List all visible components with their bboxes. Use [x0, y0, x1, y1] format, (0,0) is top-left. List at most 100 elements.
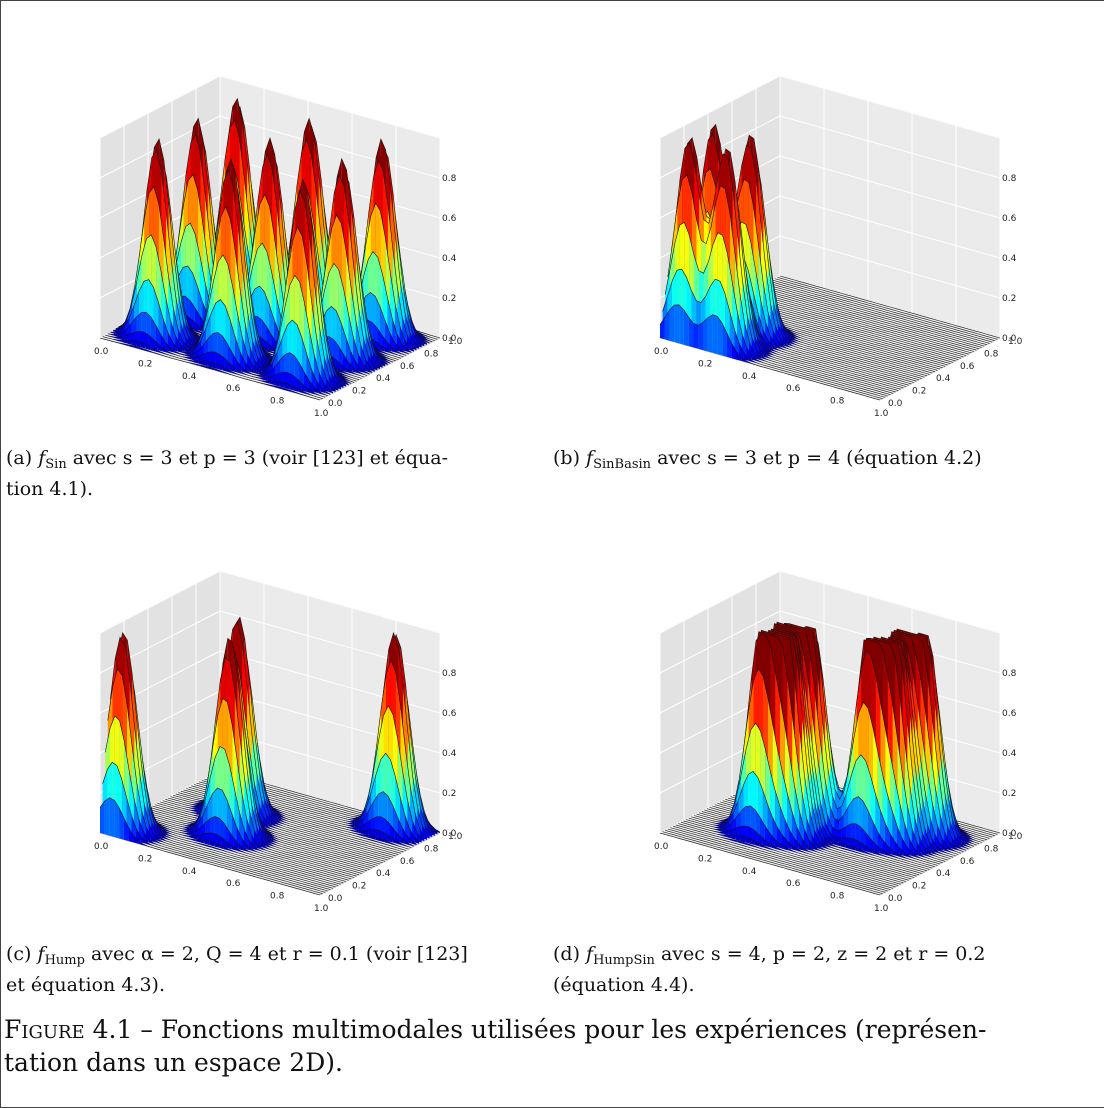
- surface-patch: [170, 347, 175, 353]
- surface-patch: [743, 352, 749, 361]
- surface-patch: [352, 367, 358, 373]
- surface-patch: [150, 346, 156, 352]
- surface: [99, 616, 441, 896]
- mesh-line: [769, 281, 990, 344]
- surface-patch: [712, 314, 718, 355]
- surface-patch: [271, 334, 277, 351]
- mesh-line: [659, 304, 881, 401]
- z-tick-label: 0.0: [442, 334, 457, 344]
- mesh-line: [154, 173, 375, 371]
- y-tick-label: 0.4: [936, 374, 951, 384]
- caption-b-letter: (b): [553, 447, 580, 469]
- surface-patch: [286, 389, 292, 392]
- y-tick-label: 1.0: [448, 337, 463, 347]
- surface-patch: [698, 322, 703, 351]
- surface: [99, 97, 441, 401]
- x-tick-label: 0.4: [742, 372, 757, 382]
- mesh-line: [152, 222, 373, 373]
- z-tick-label: 0.4: [442, 254, 457, 264]
- surface-patch: [270, 381, 275, 386]
- surface-patch: [279, 381, 285, 388]
- grid-line: [219, 75, 441, 139]
- surface-patch: [266, 348, 271, 353]
- caption-b-text: avec s = 3 et p = 4 (équation 4.2): [657, 447, 982, 469]
- x-tick-label: 1.0: [874, 409, 889, 419]
- surface-patch: [379, 344, 385, 352]
- surface-patch: [736, 351, 742, 361]
- surface-patch: [177, 348, 183, 353]
- surface-patch: [268, 344, 274, 352]
- surface-plot-a: 0.00.20.40.60.81.00.00.20.40.60.81.00.00…: [94, 75, 463, 419]
- surface-patch: [277, 386, 282, 390]
- surface-patch: [222, 366, 227, 372]
- ticks: 0.00.20.40.60.81.00.00.20.40.60.81.00.00…: [654, 174, 1023, 419]
- surface-patch: [374, 340, 380, 351]
- surface-patch: [323, 382, 329, 392]
- surface-patch: [184, 354, 190, 357]
- mesh-line: [756, 287, 977, 351]
- surface-patch: [131, 340, 137, 347]
- x-tick-label: 0.4: [182, 372, 197, 382]
- y-tick-label: 1.0: [1008, 337, 1023, 347]
- surface-patch: [303, 371, 309, 391]
- surface-patch: [320, 387, 326, 394]
- caption-a-line2: tion 4.1).: [6, 478, 94, 500]
- surface-patch: [707, 314, 713, 353]
- caption-a-func-sub: Sin: [45, 457, 67, 472]
- grid-line: [99, 75, 221, 139]
- panel-b: 0.0 0.2 0.4 0.6 0.8 1.0 0.0 0.2 0.4 0.6 0.8 1.0 0.0 0…: [620, 60, 1040, 420]
- surface-patch: [753, 352, 759, 360]
- surface-patch: [203, 361, 208, 367]
- z-tick-label: 0.6: [442, 214, 457, 224]
- surface-patch: [157, 343, 163, 352]
- surface-patch: [382, 335, 387, 351]
- y-tick-label: 0.6: [400, 362, 415, 372]
- surface-patch: [193, 360, 199, 364]
- surface-patch: [191, 356, 197, 361]
- mesh-line: [115, 186, 336, 391]
- y-tick-label: 0.8: [424, 349, 439, 359]
- surface-patch: [186, 357, 192, 360]
- surface-patch: [298, 389, 304, 394]
- mesh-line: [99, 337, 321, 401]
- surface-patch: [739, 343, 744, 360]
- surface-patch: [234, 367, 240, 373]
- surface-patch: [263, 339, 269, 351]
- mesh-line: [120, 138, 342, 388]
- grid-line: [779, 235, 1001, 299]
- surface-patch: [389, 332, 395, 351]
- surface-patch: [153, 339, 158, 351]
- y-tick-label: 0.6: [960, 362, 975, 372]
- surface-patch: [343, 353, 348, 371]
- surface-patch: [182, 351, 187, 355]
- surface-patch: [272, 385, 277, 388]
- surface-patch: [347, 361, 353, 372]
- z-tick-label: 0.2: [442, 294, 456, 304]
- surface-patch: [119, 336, 125, 341]
- surface-patch: [313, 386, 319, 394]
- mesh-line: [766, 282, 988, 345]
- surface-patch: [244, 361, 250, 372]
- x-tick-label: 1.0: [314, 409, 329, 419]
- surface-patch: [114, 337, 120, 340]
- surface-patch: [731, 343, 737, 360]
- surface-patch: [239, 350, 245, 371]
- surface-patch: [722, 323, 727, 357]
- mesh-line: [105, 330, 326, 398]
- z-tick-label: 0.8: [442, 174, 457, 184]
- mesh-line: [664, 221, 886, 398]
- surface-plot-c: 0.00.20.40.60.81.00.00.20.40.60.81.00.00…: [94, 570, 463, 914]
- surface-patch: [253, 371, 259, 375]
- mesh-line: [149, 265, 370, 375]
- surface-patch: [205, 366, 210, 369]
- surface-patch: [308, 380, 314, 392]
- surface-patch: [674, 304, 680, 344]
- mesh-line: [764, 283, 985, 347]
- y-tick-label: 0.0: [888, 399, 903, 409]
- mesh-line: [751, 290, 972, 354]
- surface-plot-b: 0.00.20.40.60.81.00.00.20.40.60.81.00.00…: [654, 75, 1023, 419]
- surface-patch: [293, 386, 299, 392]
- surface-patch: [180, 344, 185, 352]
- y-tick-label: 0.0: [328, 399, 343, 409]
- surface-patch: [162, 347, 168, 353]
